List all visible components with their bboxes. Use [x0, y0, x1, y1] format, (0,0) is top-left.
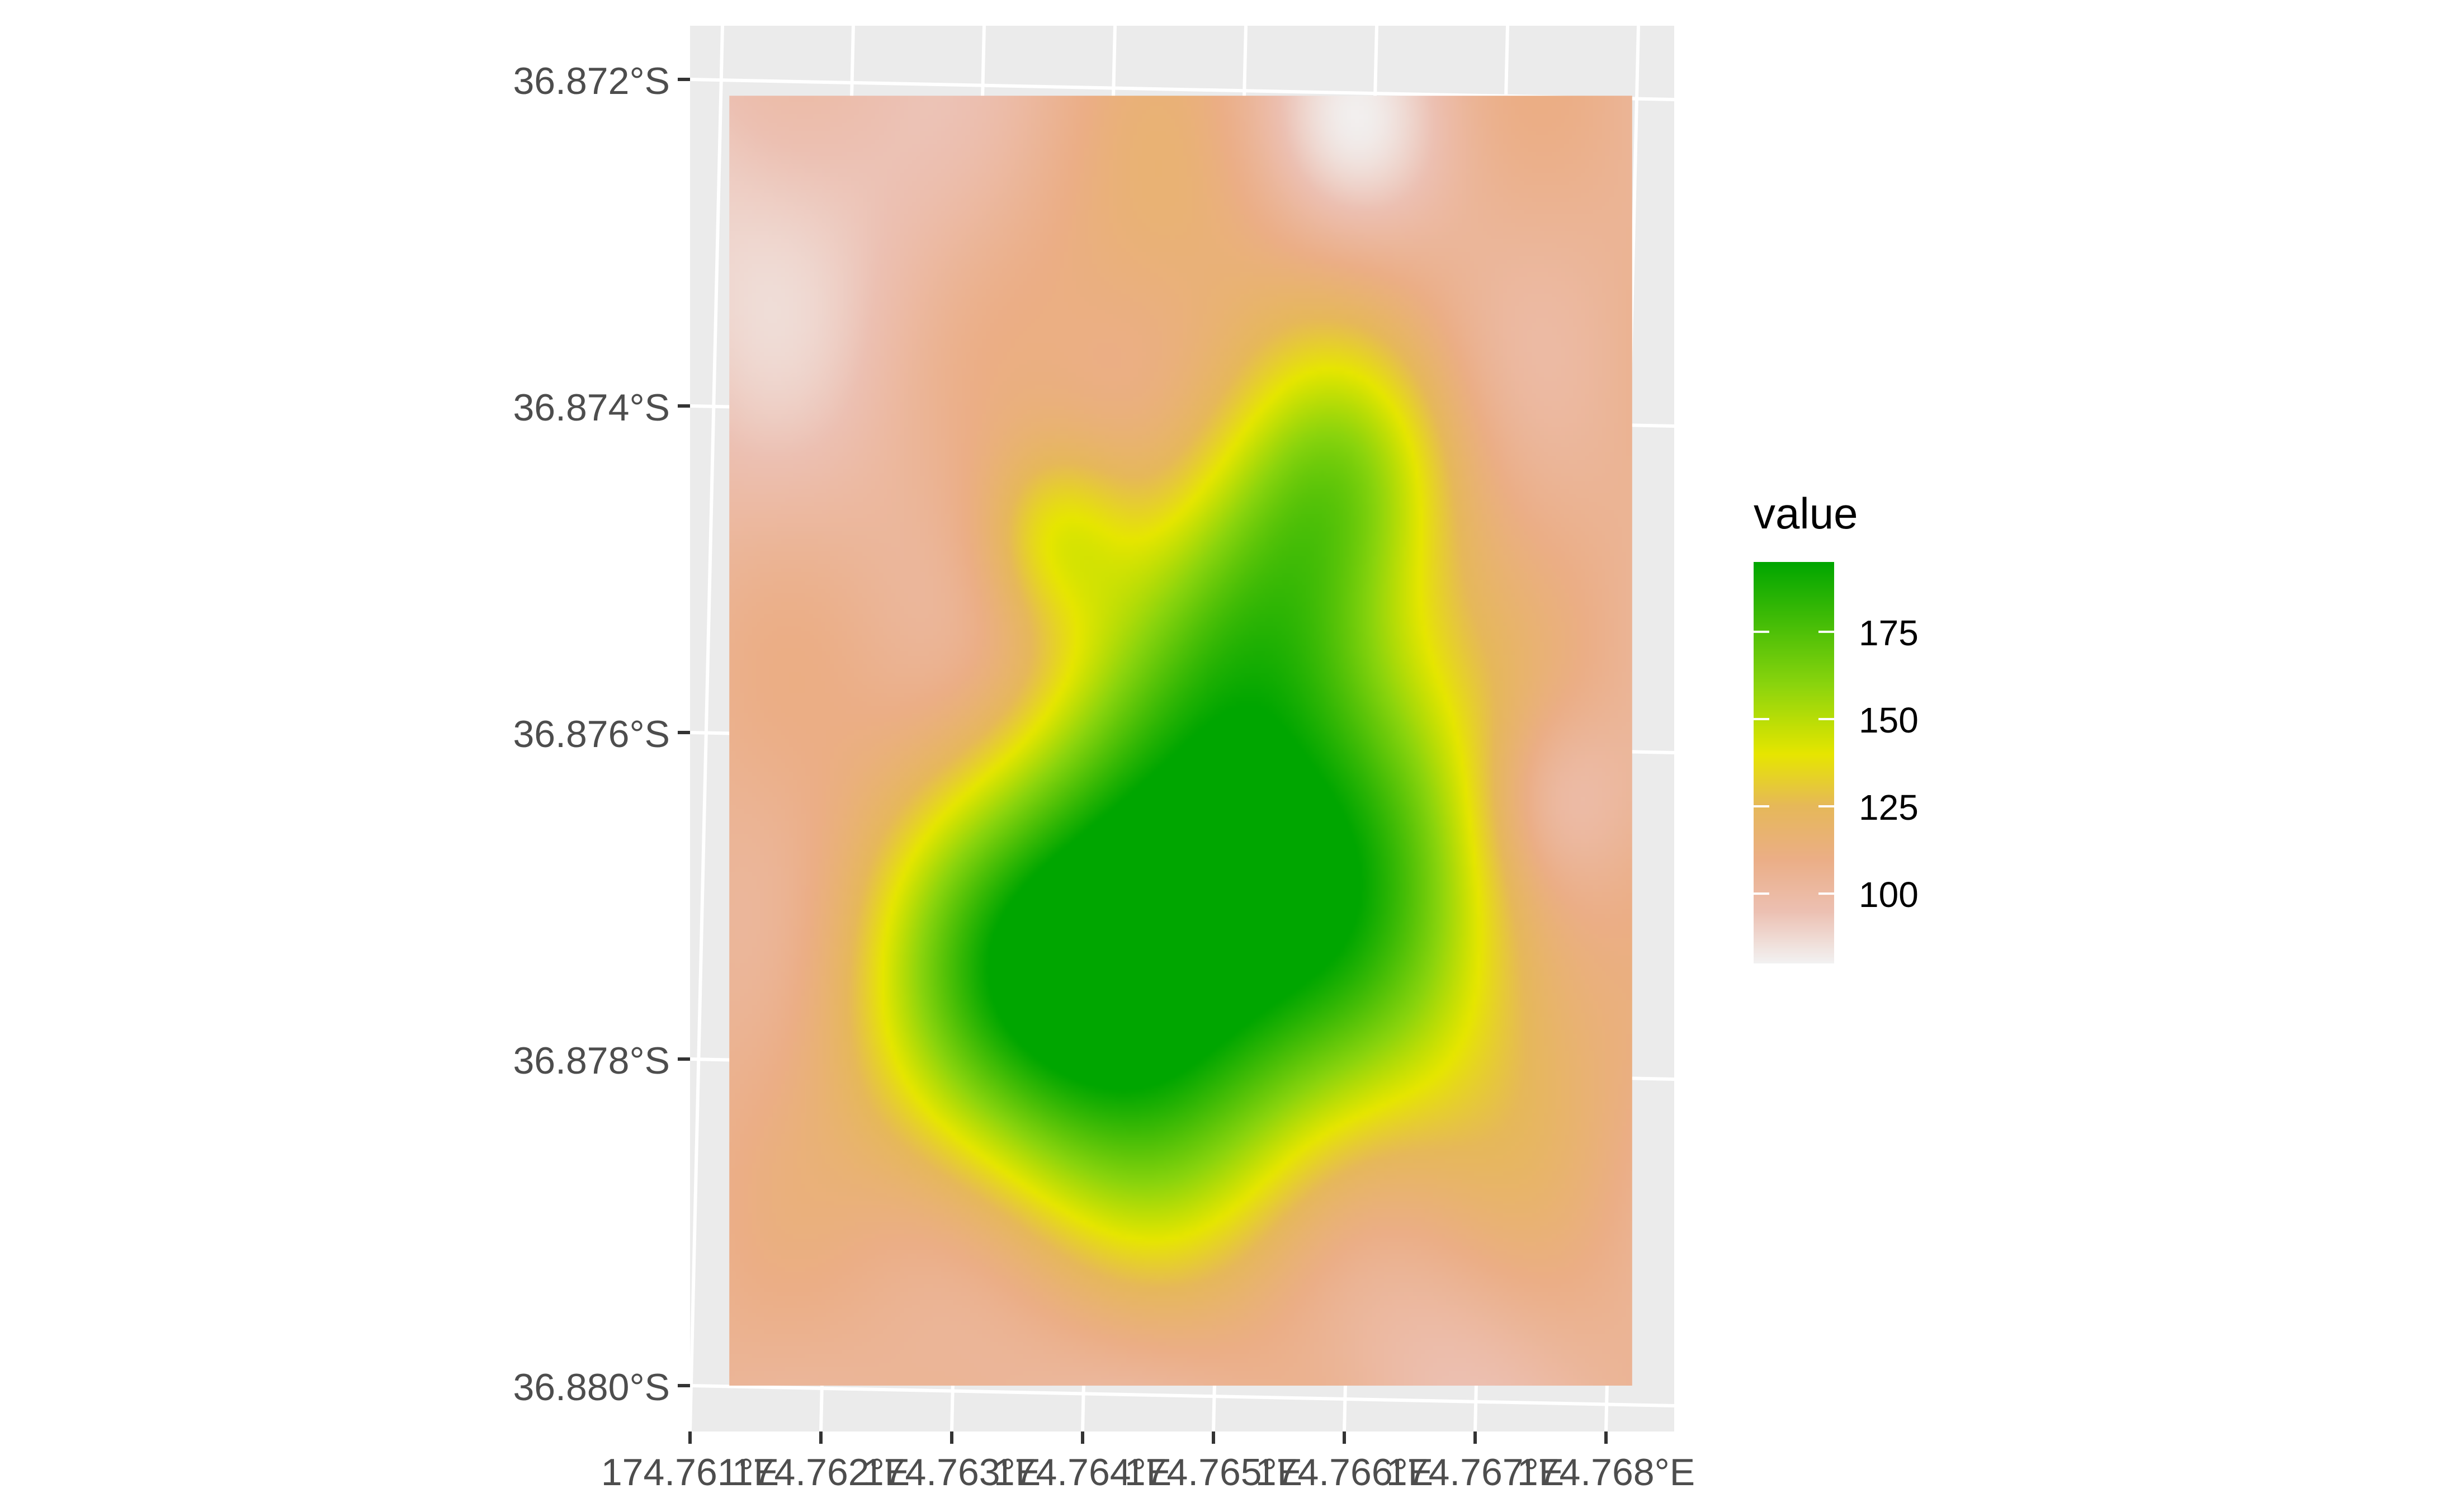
x-axis-tick-label: 174.767°E — [1386, 1451, 1564, 1494]
y-axis-tick-label: 36.872°S — [513, 60, 670, 102]
legend-tick-label: 175 — [1859, 613, 1919, 653]
y-axis-tick-label: 36.874°S — [513, 386, 670, 429]
x-axis-tick-label: 174.764°E — [994, 1451, 1171, 1494]
x-axis-tick-label: 174.763°E — [863, 1451, 1041, 1494]
legend-tick-label: 100 — [1859, 875, 1919, 915]
legend-ticks: 175 150 125 100 — [1754, 613, 1919, 915]
elevation-raster — [729, 96, 1632, 1386]
legend-tick-label: 150 — [1859, 700, 1919, 740]
legend-tick-label: 125 — [1859, 787, 1919, 828]
legend-title: value — [1754, 489, 1858, 538]
axes: 36.872°S 36.874°S 36.876°S 36.878°S 36.880°S… — [513, 60, 1695, 1494]
x-axis-tick-label: 174.762°E — [732, 1451, 910, 1494]
graticule-parallel — [689, 1384, 1675, 1407]
x-axis-tick-label: 174.765°E — [1125, 1451, 1302, 1494]
x-axis-tick-label: 174.766°E — [1255, 1451, 1433, 1494]
graticule-meridian — [688, 25, 724, 1432]
legend: value 175 150 125 100 — [1754, 489, 1919, 963]
y-axis-tick-label: 36.876°S — [513, 713, 670, 755]
y-axis-tick-label: 36.878°S — [513, 1040, 670, 1082]
legend-colorbar — [1754, 562, 1834, 963]
x-axis-tick-label: 174.768°E — [1517, 1451, 1695, 1494]
x-axis-tick-label: 174.761°E — [601, 1451, 779, 1494]
y-axis-tick-label: 36.880°S — [513, 1366, 670, 1409]
